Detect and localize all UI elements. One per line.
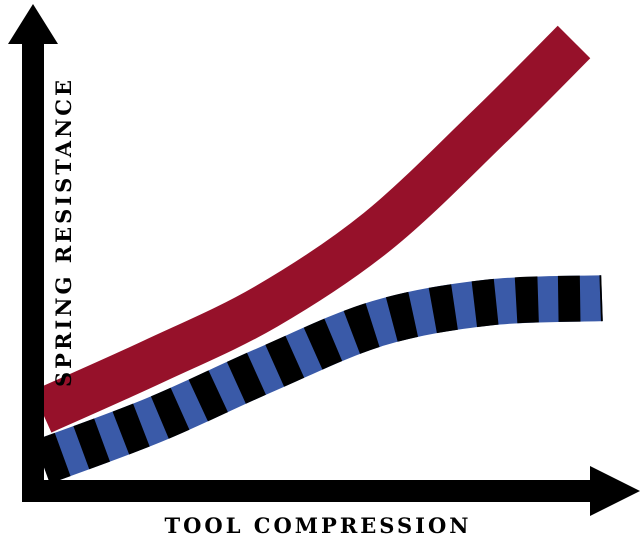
series-2-stripes xyxy=(33,275,603,484)
x-axis xyxy=(22,466,640,516)
y-axis xyxy=(8,4,58,502)
y-axis-label: SPRING RESISTANCE xyxy=(51,77,76,387)
series-1-curve xyxy=(32,25,591,433)
x-axis-line xyxy=(22,480,592,502)
y-axis-line xyxy=(22,40,44,502)
y-axis-arrowhead xyxy=(8,4,58,44)
x-axis-label: TOOL COMPRESSION xyxy=(165,513,472,538)
plot-series xyxy=(32,25,603,484)
x-axis-arrowhead xyxy=(590,466,640,516)
